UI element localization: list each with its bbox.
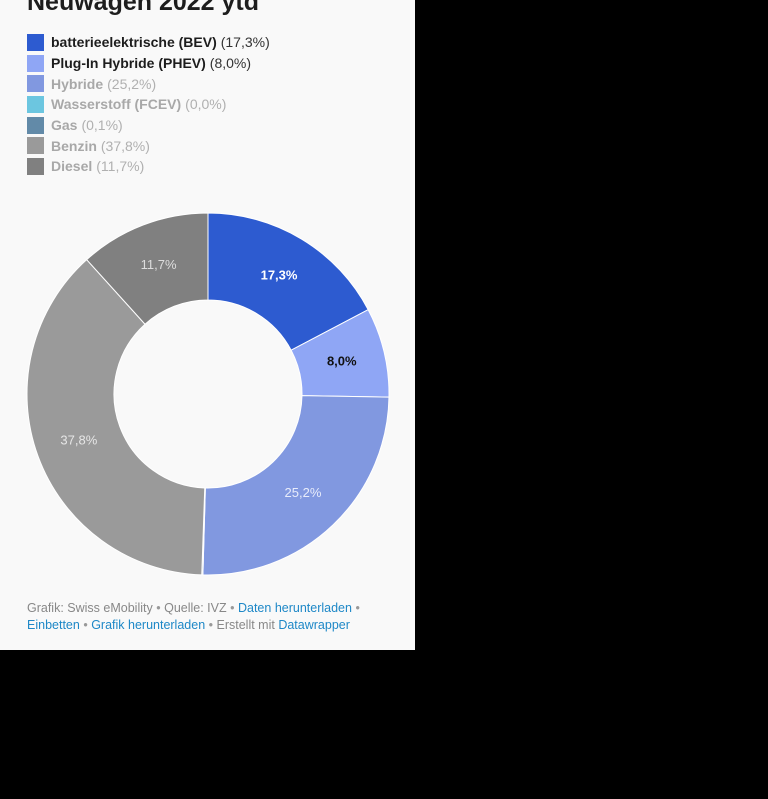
legend-value: (17,3%) [220,34,270,51]
donut-slice-label: 37,8% [60,433,97,448]
download-data-link[interactable]: Daten herunterladen [237,601,352,615]
donut-chart: 17,3% 8,0% 25,2% 37,8% 11,7% [26,212,390,576]
footer-separator: • [208,618,214,632]
footer-credit: Grafik: Swiss eMobility [27,601,153,615]
legend-label: Benzin [51,137,97,154]
legend-item-gas: Gas (0,1%) [27,115,270,136]
legend-label: Wasserstoff (FCEV) [51,96,182,113]
legend: batterieelektrische (BEV) (17,3%) Plug-I… [27,32,270,177]
legend-value: (8,0%) [209,55,252,72]
download-chart-link[interactable]: Grafik herunterladen [91,618,206,632]
donut-slice-label: 8,0% [327,354,357,369]
donut-slice [85,212,209,325]
legend-swatch [27,75,44,93]
legend-swatch [27,95,44,113]
donut-slice-label: 25,2% [285,485,322,500]
footer-separator: • [83,618,88,632]
legend-item-bev: batterieelektrische (BEV) (17,3%) [27,32,270,53]
donut-slice [202,395,390,576]
footer-separator: • [355,601,360,615]
donut-slice-label: 11,7% [141,257,177,272]
footer-separator: • [230,601,235,615]
legend-swatch [27,116,44,134]
footer: Grafik: Swiss eMobility • Quelle: IVZ • … [27,600,402,634]
datawrapper-link[interactable]: Datawrapper [278,618,350,632]
legend-swatch [27,54,44,72]
legend-label: Plug-In Hybride (PHEV) [51,55,206,72]
footer-source: Quelle: IVZ [164,601,227,615]
legend-item-fcev: Wasserstoff (FCEV) (0,0%) [27,94,270,115]
legend-value: (0,0%) [185,96,227,113]
legend-value: (37,8%) [100,137,150,154]
footer-created-with: Erstellt mit [216,618,275,632]
legend-item-hybride: Hybride (25,2%) [27,73,270,94]
legend-label: Gas [51,117,78,134]
donut-labels: 17,3% 8,0% 25,2% 37,8% 11,7% [60,257,357,500]
legend-swatch [27,33,44,51]
legend-item-benzin: Benzin (37,8%) [27,135,270,156]
chart-card: Neuwagen 2022 ytd batterieelektrische (B… [0,0,415,650]
legend-value: (11,7%) [96,158,145,175]
legend-item-diesel: Diesel (11,7%) [27,156,270,177]
donut-slice [207,212,369,351]
donut-slice [26,258,206,576]
footer-separator: • [156,601,161,615]
legend-label: Diesel [51,158,93,175]
donut-slice-label: 17,3% [261,268,298,283]
legend-swatch [27,157,44,175]
legend-swatch [27,137,44,155]
legend-label: batterieelektrische (BEV) [51,34,217,51]
legend-item-phev: Plug-In Hybride (PHEV) (8,0%) [27,53,270,74]
legend-label: Hybride [51,75,104,92]
legend-value: (0,1%) [81,117,123,134]
chart-title: Neuwagen 2022 ytd [27,0,260,16]
donut-slices [26,212,390,576]
embed-link[interactable]: Einbetten [27,618,80,632]
legend-value: (25,2%) [107,75,157,92]
